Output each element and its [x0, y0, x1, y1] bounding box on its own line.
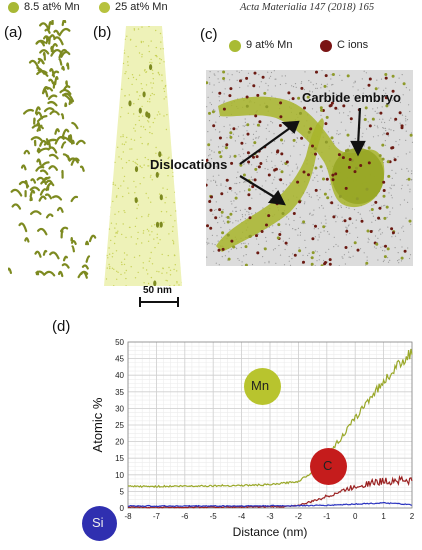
x-tick-label: 1	[381, 512, 386, 521]
series-line-mn	[127, 348, 413, 489]
y-tick-label: 0	[120, 504, 125, 513]
y-tick-label: 20	[115, 438, 124, 447]
x-tick-label: 2	[410, 512, 415, 521]
x-tick-label: -3	[266, 512, 274, 521]
y-tick-label: 50	[115, 338, 124, 347]
annotation-dislocations: Dislocations	[150, 157, 228, 172]
x-tick-label: -7	[153, 512, 161, 521]
element-label-mn: Mn	[251, 378, 270, 393]
y-tick-label: 10	[115, 471, 124, 480]
x-tick-label: -5	[210, 512, 218, 521]
legend-dot-c-ions	[320, 40, 332, 52]
atom-probe-tip-reconstruction	[104, 26, 182, 286]
panel-label-a: (a)	[4, 24, 23, 41]
y-tick-label: 15	[115, 454, 124, 463]
legend-dot-8.5-mn	[8, 2, 19, 13]
x-tick-label: -1	[323, 512, 331, 521]
element-label-c: C	[323, 458, 333, 473]
y-tick-label: 5	[120, 487, 125, 496]
legend-label-c-ions: C ions	[337, 39, 369, 51]
dislocation-carbide-map	[206, 70, 413, 266]
scale-bar-label: 50 nm	[143, 285, 172, 296]
y-tick-label: 40	[115, 371, 124, 380]
y-tick-label: 30	[115, 404, 124, 413]
series-line-si	[127, 501, 413, 508]
legend-dot-25-mn	[99, 2, 110, 13]
panel-label-c: (c)	[200, 26, 218, 43]
y-tick-label: 45	[115, 355, 124, 364]
y-axis-label: Atomic %	[90, 397, 105, 452]
y-tick-label: 35	[115, 388, 124, 397]
legend-label-25-mn: 25 at% Mn	[115, 1, 168, 13]
scale-bar	[139, 297, 179, 307]
x-tick-label: 0	[353, 512, 358, 521]
annotation-carbide-embryo: Carbide embryo	[302, 90, 401, 105]
legend-label-8.5-mn: 8.5 at% Mn	[24, 1, 80, 13]
x-tick-label: -2	[295, 512, 303, 521]
journal-citation: Acta Materialia 147 (2018) 165	[240, 2, 375, 13]
element-ball-si	[82, 506, 117, 541]
element-ball-c	[310, 448, 347, 485]
element-label-si: Si	[92, 515, 104, 530]
atom-probe-tip-isosurface	[8, 20, 97, 279]
x-axis-label: Distance (nm)	[233, 525, 308, 539]
y-tick-label: 25	[115, 421, 124, 430]
element-ball-mn	[244, 368, 281, 405]
composition-profile-chart: -8 -7 -6 -5 -4 -3 -2 -1 0 1 205101520253035404550D…	[90, 338, 415, 539]
legend-label-9-mn: 9 at% Mn	[246, 39, 293, 51]
x-tick-label: -4	[238, 512, 246, 521]
legend-dot-9-mn	[229, 40, 241, 52]
panel-label-b: (b)	[93, 24, 112, 41]
x-tick-label: -6	[181, 512, 189, 521]
x-tick-label: -8	[124, 512, 132, 521]
panel-label-d: (d)	[52, 318, 71, 335]
